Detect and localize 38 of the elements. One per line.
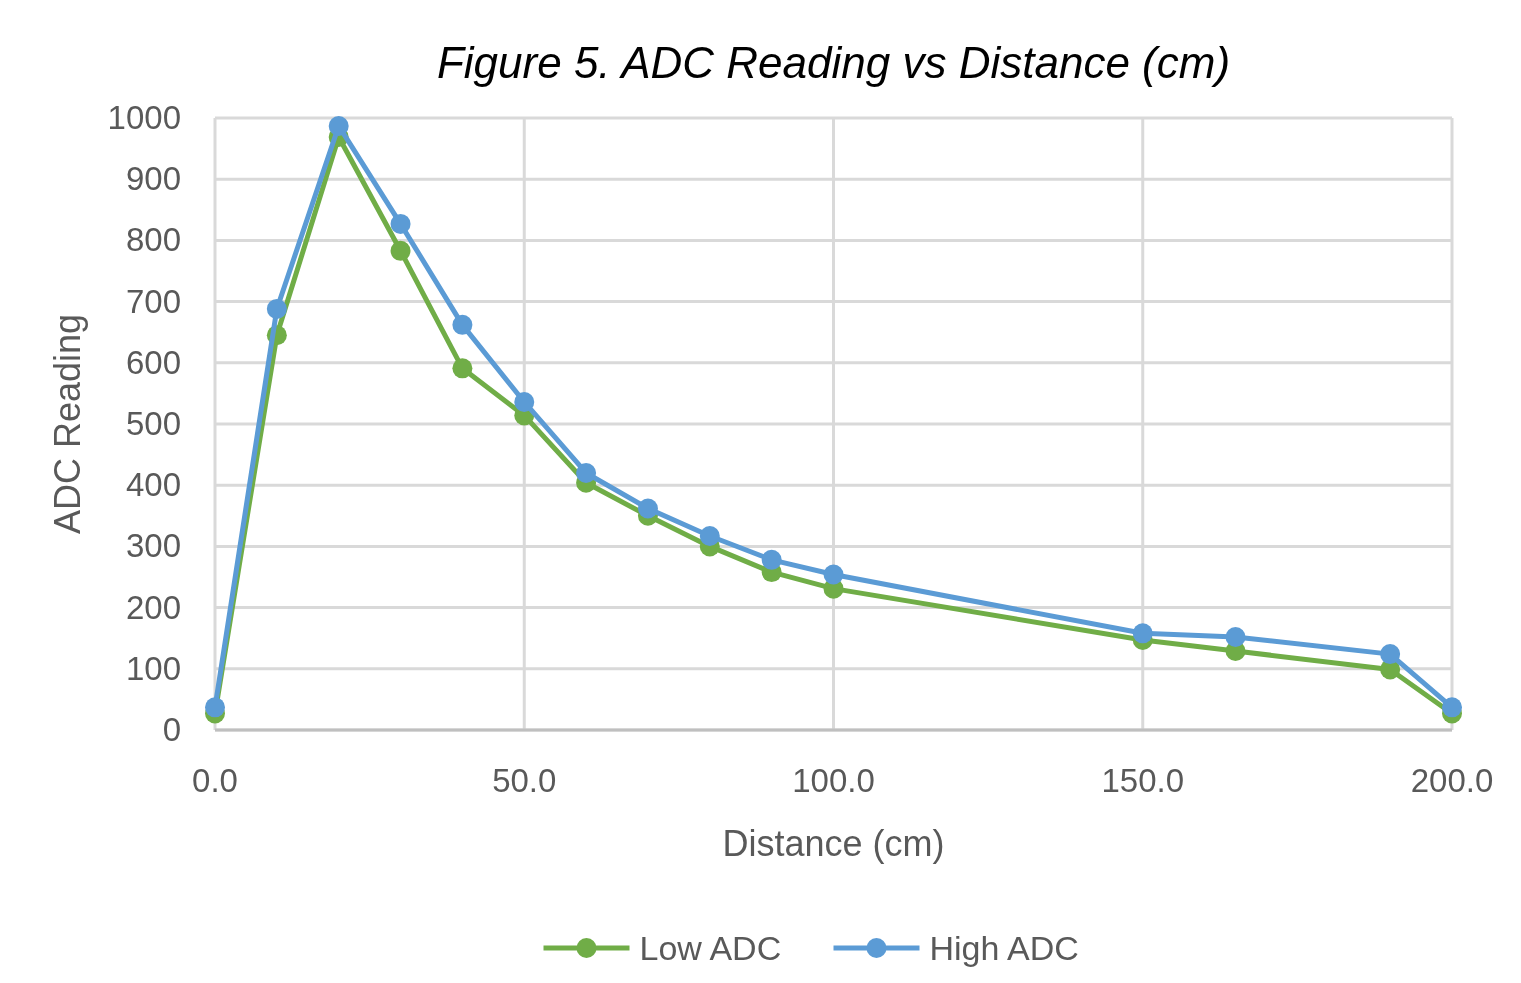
- x-axis-title: Distance (cm): [722, 823, 945, 864]
- legend-label: Low ADC: [639, 929, 782, 967]
- y-tick-label: 900: [125, 160, 181, 198]
- point: [205, 697, 225, 718]
- y-tick-label: 500: [125, 405, 181, 442]
- y-axis-title: ADC Reading: [47, 313, 88, 535]
- point: [390, 240, 411, 261]
- point: [1442, 697, 1462, 718]
- y-tick-label: 800: [125, 221, 181, 259]
- point: [390, 213, 411, 234]
- point: [1132, 623, 1153, 644]
- point: [1380, 644, 1401, 665]
- x-tick-label: 150.0: [1101, 762, 1185, 799]
- y-tick-label: 700: [125, 282, 181, 320]
- y-tick-label: 400: [125, 466, 181, 504]
- point: [1225, 626, 1246, 647]
- point: [452, 358, 473, 379]
- point: [637, 498, 658, 519]
- point: [328, 115, 349, 136]
- point: [514, 391, 535, 412]
- point: [576, 462, 597, 483]
- x-tick-label: 100.0: [792, 762, 875, 799]
- point: [699, 526, 720, 546]
- x-tick-label: 0.0: [192, 762, 238, 799]
- point: [452, 314, 473, 335]
- point: [266, 298, 287, 319]
- x-tick-label: 200.0: [1410, 762, 1494, 799]
- y-tick-label: 0: [162, 711, 181, 748]
- y-tick-label: 1000: [107, 99, 181, 136]
- y-tick-label: 300: [125, 527, 181, 565]
- y-tick-label: 600: [125, 343, 181, 381]
- y-tick-label: 100: [125, 649, 181, 687]
- y-tick-label: 200: [125, 588, 181, 626]
- x-tick-label: 50.0: [492, 762, 557, 799]
- point: [823, 564, 844, 585]
- point: [761, 549, 782, 570]
- chart-title: Figure 5. ADC Reading vs Distance (cm): [436, 38, 1231, 87]
- legend-label: High ADC: [929, 929, 1079, 967]
